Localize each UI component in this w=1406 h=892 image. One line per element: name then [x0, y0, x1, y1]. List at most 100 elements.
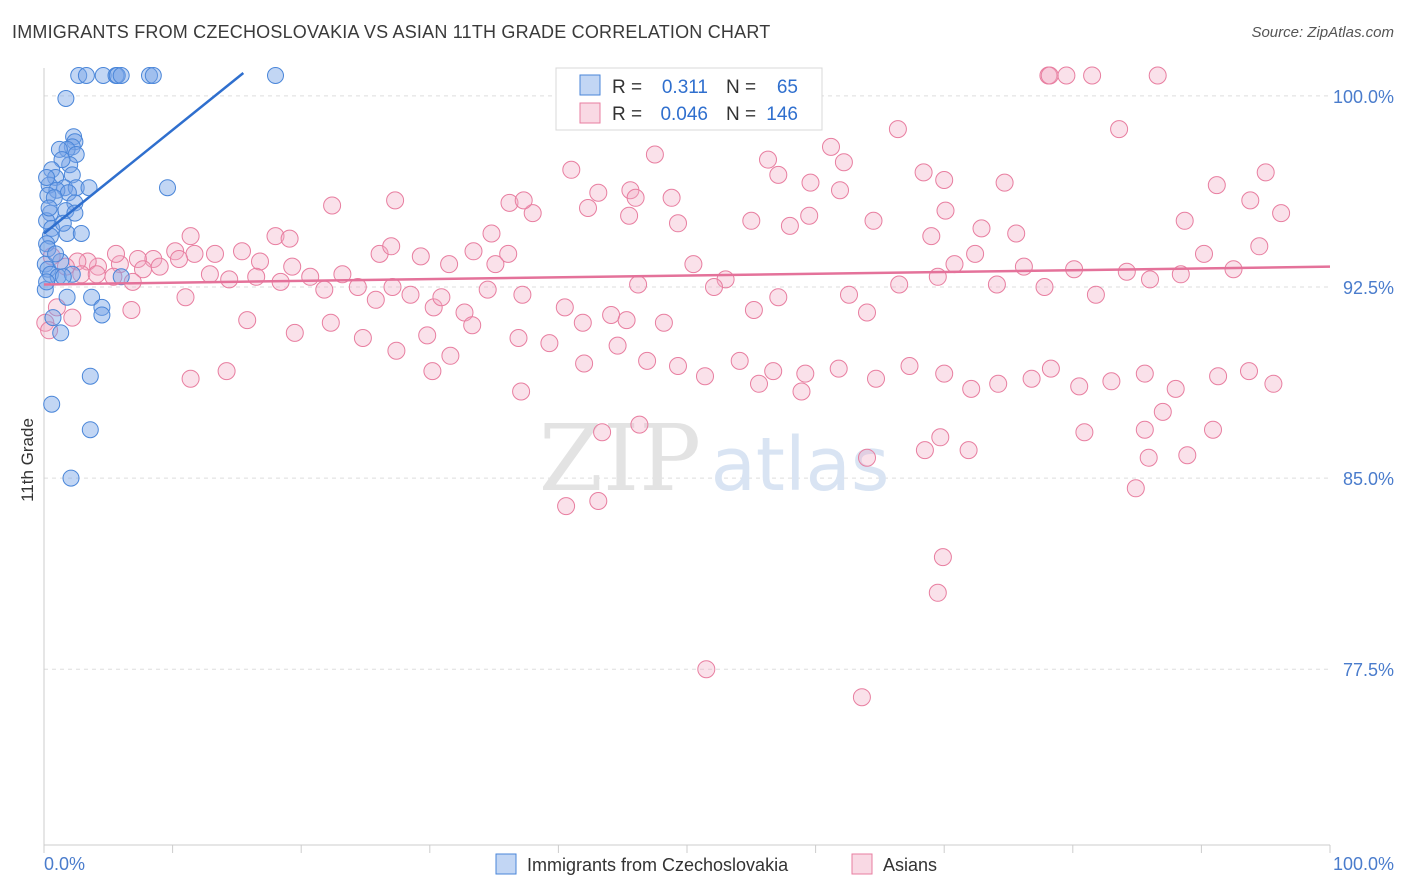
data-point-asians: [669, 214, 687, 233]
data-point-asians: [888, 120, 907, 139]
data-point-czechoslovakia: [40, 199, 58, 217]
data-point-asians: [769, 288, 788, 307]
data-point-asians: [333, 265, 352, 284]
data-point-czechoslovakia: [77, 67, 95, 84]
data-point-czechoslovakia: [72, 225, 90, 242]
data-point-asians: [1141, 270, 1159, 289]
data-point-asians: [730, 351, 749, 370]
legend-label-czechoslovakia: Immigrants from Czechoslovakia: [527, 855, 789, 875]
data-point-czechoslovakia: [112, 268, 130, 286]
data-point-asians: [1126, 479, 1145, 498]
trend-line-czechoslovakia: [43, 72, 245, 235]
data-point-asians: [989, 374, 1008, 393]
gridlines: [44, 95, 1330, 670]
data-point-asians: [555, 298, 574, 317]
data-point-asians: [540, 334, 559, 353]
data-point-asians: [217, 362, 236, 381]
data-point-asians: [206, 244, 224, 263]
data-point-asians: [509, 329, 528, 347]
data-point-asians: [181, 227, 200, 246]
data-point-asians: [128, 250, 147, 268]
stats-swatch-pink: [579, 102, 601, 124]
data-point-asians: [478, 280, 497, 299]
data-point-czechoslovakia: [38, 273, 56, 291]
data-point-asians: [575, 354, 594, 373]
data-point-asians: [669, 357, 687, 375]
data-point-czechoslovakia: [112, 67, 130, 84]
data-point-asians: [1272, 204, 1291, 223]
data-point-asians: [348, 278, 367, 296]
data-point-czechoslovakia: [63, 166, 81, 184]
data-point-asians: [1117, 262, 1136, 281]
legend-label-asians: Asians: [883, 855, 937, 875]
data-point-asians: [200, 265, 219, 284]
x-ticks: [43, 845, 1331, 853]
data-point-asians: [512, 382, 531, 401]
data-point-asians: [63, 308, 82, 327]
stats-n-label-1: N =: [726, 77, 756, 98]
data-point-asians: [796, 364, 815, 383]
x-tick-label-min: 0.0%: [44, 854, 85, 874]
data-point-asians: [1204, 420, 1222, 439]
data-point-asians: [792, 382, 811, 401]
data-point-asians: [1086, 285, 1105, 304]
data-point-asians: [418, 326, 437, 345]
data-point-czechoslovakia: [81, 421, 99, 439]
chart-source: Source: ZipAtlas.com: [1251, 24, 1394, 41]
data-point-czechoslovakia: [47, 245, 65, 263]
stats-swatch-blue: [579, 74, 601, 96]
data-point-asians: [617, 311, 636, 330]
data-point-asians: [321, 313, 340, 332]
data-point-asians: [705, 278, 723, 296]
data-point-asians: [386, 191, 405, 210]
stats-r-value-1: 0.311: [662, 77, 708, 98]
data-point-asians: [922, 227, 941, 246]
data-point-asians: [382, 237, 401, 256]
series-asians-points: [36, 66, 1291, 707]
data-point-asians: [1110, 120, 1129, 139]
data-point-asians: [1148, 66, 1167, 85]
data-point-asians: [238, 311, 257, 330]
data-point-asians: [1041, 359, 1060, 378]
data-point-asians: [463, 316, 482, 335]
data-point-asians: [387, 341, 406, 360]
stats-n-value-2: 146: [766, 104, 798, 125]
data-point-asians: [822, 137, 840, 156]
data-point-asians: [266, 227, 285, 246]
data-point-asians: [867, 369, 885, 388]
data-point-asians: [1166, 379, 1185, 398]
data-point-asians: [432, 288, 451, 307]
data-point-asians: [170, 250, 188, 268]
data-point-asians: [301, 267, 320, 286]
stats-r-label-2: R =: [612, 104, 642, 125]
data-point-asians: [914, 163, 933, 182]
data-point-czechoslovakia: [144, 67, 162, 84]
data-point-asians: [852, 688, 871, 707]
data-point-asians: [858, 303, 876, 322]
data-point-asians: [285, 323, 304, 342]
data-point-czechoslovakia: [50, 140, 68, 158]
data-point-czechoslovakia: [83, 288, 101, 306]
data-point-asians: [1135, 420, 1154, 439]
data-point-asians: [945, 255, 964, 274]
data-point-asians: [1240, 362, 1258, 381]
data-point-asians: [499, 244, 518, 263]
data-point-asians: [966, 244, 985, 263]
data-point-asians: [1040, 66, 1059, 85]
data-point-asians: [523, 204, 542, 223]
data-point-czechoslovakia: [52, 324, 70, 342]
data-point-czechoslovakia: [54, 268, 72, 286]
data-point-asians: [1178, 446, 1197, 465]
trend-line-asians: [43, 265, 1331, 286]
data-point-asians: [1070, 377, 1089, 396]
data-point-asians: [1007, 224, 1026, 243]
data-point-asians: [500, 193, 519, 212]
data-point-asians: [744, 301, 763, 319]
data-point-asians: [366, 290, 385, 309]
data-point-asians: [750, 374, 768, 393]
data-point-asians: [620, 206, 639, 225]
data-point-asians: [1083, 66, 1102, 85]
data-point-asians: [486, 255, 505, 274]
data-point-asians: [662, 188, 681, 207]
data-point-asians: [423, 362, 442, 381]
